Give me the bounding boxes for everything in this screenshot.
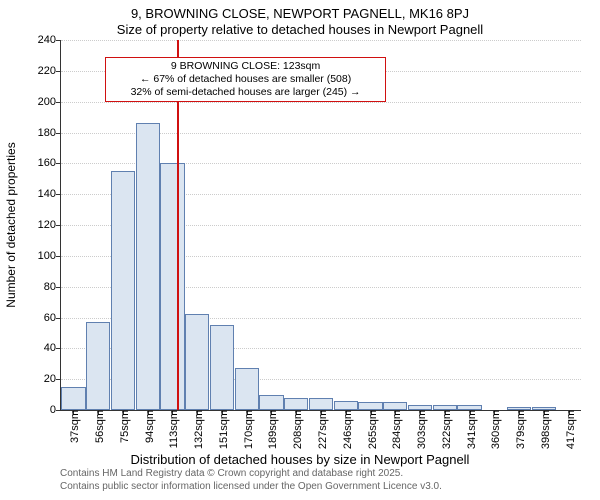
ytick-mark — [56, 410, 61, 411]
histogram-bar — [383, 402, 407, 410]
xtick-label: 56sqm — [90, 410, 106, 443]
histogram-bar — [309, 398, 333, 410]
xtick-label: 37sqm — [65, 410, 81, 443]
xtick-label: 132sqm — [189, 410, 205, 449]
annotation-line-2: ← 67% of detached houses are smaller (50… — [110, 73, 381, 86]
ytick-label: 20 — [16, 373, 56, 385]
xtick-label: 227sqm — [313, 410, 329, 449]
histogram-bar — [86, 322, 110, 410]
ytick-label: 180 — [16, 127, 56, 139]
gridline — [61, 40, 581, 41]
ytick-mark — [56, 318, 61, 319]
ytick-label: 160 — [16, 157, 56, 169]
annotation-line-3: 32% of semi-detached houses are larger (… — [110, 86, 381, 99]
ytick-label: 120 — [16, 219, 56, 231]
chart-title-main: 9, BROWNING CLOSE, NEWPORT PAGNELL, MK16… — [0, 6, 600, 21]
xtick-label: 151sqm — [214, 410, 230, 449]
annotation-callout: 9 BROWNING CLOSE: 123sqm← 67% of detache… — [105, 57, 386, 102]
footer-line-1: Contains HM Land Registry data © Crown c… — [60, 468, 442, 481]
xtick-label: 284sqm — [387, 410, 403, 449]
plot-area: 37sqm56sqm75sqm94sqm113sqm132sqm151sqm17… — [60, 40, 581, 411]
xtick-label: 75sqm — [115, 410, 131, 443]
y-axis-label: Number of detached properties — [4, 60, 18, 225]
ytick-mark — [56, 71, 61, 72]
ytick-mark — [56, 194, 61, 195]
histogram-bar — [136, 123, 160, 410]
ytick-mark — [56, 287, 61, 288]
x-axis-label: Distribution of detached houses by size … — [0, 452, 600, 467]
footer-attribution: Contains HM Land Registry data © Crown c… — [60, 468, 442, 493]
ytick-label: 40 — [16, 342, 56, 354]
ytick-mark — [56, 379, 61, 380]
histogram-bar — [160, 163, 184, 410]
xtick-label: 208sqm — [288, 410, 304, 449]
xtick-label: 398sqm — [536, 410, 552, 449]
xtick-label: 341sqm — [462, 410, 478, 449]
ytick-mark — [56, 133, 61, 134]
chart-title-sub: Size of property relative to detached ho… — [0, 22, 600, 37]
ytick-label: 240 — [16, 34, 56, 46]
xtick-label: 322sqm — [437, 410, 453, 449]
xtick-label: 265sqm — [363, 410, 379, 449]
histogram-bar — [61, 387, 85, 410]
histogram-bar — [334, 401, 358, 410]
histogram-bar — [235, 368, 259, 410]
ytick-mark — [56, 102, 61, 103]
histogram-bar — [358, 402, 382, 410]
ytick-mark — [56, 40, 61, 41]
annotation-line-1: 9 BROWNING CLOSE: 123sqm — [110, 60, 381, 73]
ytick-label: 60 — [16, 312, 56, 324]
xtick-label: 113sqm — [164, 410, 180, 448]
xtick-label: 360sqm — [486, 410, 502, 449]
ytick-mark — [56, 256, 61, 257]
ytick-label: 80 — [16, 281, 56, 293]
xtick-label: 94sqm — [140, 410, 156, 443]
histogram-bar — [259, 395, 283, 410]
xtick-label: 189sqm — [263, 410, 279, 449]
xtick-label: 170sqm — [239, 410, 255, 449]
ytick-label: 220 — [16, 65, 56, 77]
footer-line-2: Contains public sector information licen… — [60, 481, 442, 494]
ytick-label: 140 — [16, 188, 56, 200]
ytick-mark — [56, 348, 61, 349]
histogram-bar — [284, 398, 308, 410]
ytick-label: 100 — [16, 250, 56, 262]
ytick-mark — [56, 225, 61, 226]
histogram-bar — [111, 171, 135, 410]
histogram-bar — [210, 325, 234, 410]
xtick-label: 246sqm — [338, 410, 354, 449]
ytick-label: 200 — [16, 96, 56, 108]
xtick-label: 303sqm — [412, 410, 428, 449]
ytick-label: 0 — [16, 404, 56, 416]
ytick-mark — [56, 163, 61, 164]
histogram-bar — [185, 314, 209, 410]
xtick-label: 417sqm — [561, 410, 577, 449]
xtick-label: 379sqm — [511, 410, 527, 449]
